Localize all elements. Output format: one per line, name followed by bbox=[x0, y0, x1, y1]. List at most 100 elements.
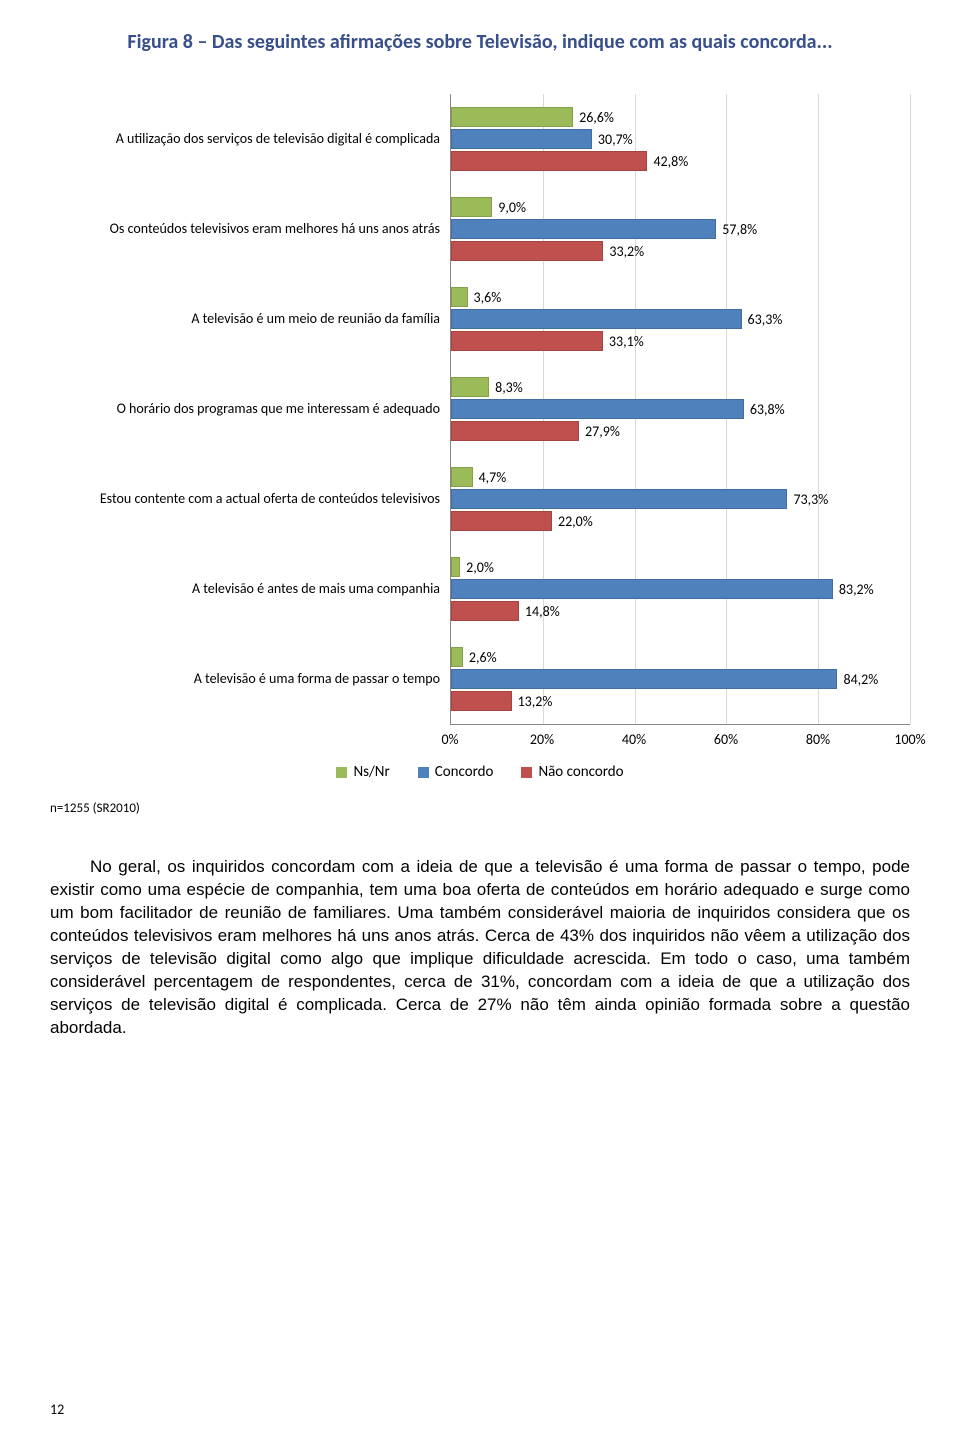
y-axis-labels: A utilização dos serviços de televisão d… bbox=[50, 94, 450, 725]
legend-item: Concordo bbox=[418, 763, 494, 781]
bar bbox=[451, 557, 460, 577]
chart-title: Figura 8 – Das seguintes afirmações sobr… bbox=[50, 30, 910, 54]
bar-row: 2,0% bbox=[451, 557, 910, 577]
bar-row: 27,9% bbox=[451, 421, 910, 441]
body-text: No geral, os inquiridos concordam com a … bbox=[50, 856, 910, 1040]
bar bbox=[451, 197, 492, 217]
legend-swatch bbox=[336, 767, 347, 778]
x-tick-label: 40% bbox=[622, 731, 646, 748]
legend-label: Não concordo bbox=[538, 763, 623, 781]
x-tick-label: 20% bbox=[530, 731, 554, 748]
legend-label: Ns/Nr bbox=[353, 763, 389, 781]
bar-value-label: 3,6% bbox=[474, 289, 502, 306]
bar-row: 42,8% bbox=[451, 151, 910, 171]
bar-row: 83,2% bbox=[451, 579, 910, 599]
bar-row: 26,6% bbox=[451, 107, 910, 127]
bar-group: 2,6% 84,2% 13,2% bbox=[451, 634, 910, 724]
bar-value-label: 2,0% bbox=[466, 559, 494, 576]
bar-row: 9,0% bbox=[451, 197, 910, 217]
category-label: A utilização dos serviços de televisão d… bbox=[50, 94, 450, 184]
legend-swatch bbox=[521, 767, 532, 778]
chart-footnote: n=1255 (SR2010) bbox=[50, 801, 910, 816]
bar-group: 26,6% 30,7% 42,8% bbox=[451, 94, 910, 184]
x-tick-label: 100% bbox=[894, 731, 925, 748]
bar-group: 4,7% 73,3% 22,0% bbox=[451, 454, 910, 544]
legend-label: Concordo bbox=[435, 763, 494, 781]
bar-row: 13,2% bbox=[451, 691, 910, 711]
bar-value-label: 42,8% bbox=[653, 153, 688, 170]
category-label: Estou contente com a actual oferta de co… bbox=[50, 454, 450, 544]
bar bbox=[451, 399, 744, 419]
bar bbox=[451, 579, 833, 599]
chart-legend: Ns/Nr Concordo Não concordo bbox=[50, 763, 910, 781]
bar-value-label: 22,0% bbox=[558, 513, 593, 530]
bar-value-label: 57,8% bbox=[722, 221, 757, 238]
chart-area: A utilização dos serviços de televisão d… bbox=[50, 94, 910, 781]
x-tick-label: 0% bbox=[441, 731, 458, 748]
bar bbox=[451, 287, 468, 307]
x-axis: 0%20%40%60%80%100% bbox=[450, 725, 910, 749]
bar-row: 63,8% bbox=[451, 399, 910, 419]
legend-swatch bbox=[418, 767, 429, 778]
category-label: Os conteúdos televisivos eram melhores h… bbox=[50, 184, 450, 274]
bar-row: 8,3% bbox=[451, 377, 910, 397]
bar bbox=[451, 129, 592, 149]
bar bbox=[451, 241, 603, 261]
legend-item: Não concordo bbox=[521, 763, 623, 781]
bar-value-label: 14,8% bbox=[525, 603, 560, 620]
bar-value-label: 83,2% bbox=[839, 581, 874, 598]
bar-group: 2,0% 83,2% 14,8% bbox=[451, 544, 910, 634]
bar-group: 3,6% 63,3% 33,1% bbox=[451, 274, 910, 364]
bar-value-label: 2,6% bbox=[469, 649, 497, 666]
bar-row: 3,6% bbox=[451, 287, 910, 307]
x-tick-label: 80% bbox=[806, 731, 830, 748]
bar-value-label: 13,2% bbox=[518, 693, 553, 710]
bar bbox=[451, 669, 837, 689]
bar-group: 9,0% 57,8% 33,2% bbox=[451, 184, 910, 274]
bar-value-label: 33,1% bbox=[609, 333, 644, 350]
bar bbox=[451, 421, 579, 441]
bar bbox=[451, 489, 787, 509]
category-label: A televisão é antes de mais uma companhi… bbox=[50, 544, 450, 634]
bar-value-label: 73,3% bbox=[793, 491, 828, 508]
bar-value-label: 33,2% bbox=[609, 243, 644, 260]
bar-value-label: 30,7% bbox=[598, 131, 633, 148]
category-label: O horário dos programas que me interessa… bbox=[50, 364, 450, 454]
x-tick-label: 60% bbox=[714, 731, 738, 748]
bar bbox=[451, 107, 573, 127]
bar bbox=[451, 511, 552, 531]
page-number: 12 bbox=[50, 1401, 64, 1418]
bar-row: 30,7% bbox=[451, 129, 910, 149]
bar-row: 33,1% bbox=[451, 331, 910, 351]
bar-value-label: 84,2% bbox=[843, 671, 878, 688]
bar bbox=[451, 151, 647, 171]
bar-row: 84,2% bbox=[451, 669, 910, 689]
bar bbox=[451, 219, 716, 239]
bar-row: 73,3% bbox=[451, 489, 910, 509]
bar-row: 63,3% bbox=[451, 309, 910, 329]
bar bbox=[451, 309, 742, 329]
bar bbox=[451, 331, 603, 351]
bar bbox=[451, 647, 463, 667]
bar-value-label: 63,3% bbox=[748, 311, 783, 328]
bar bbox=[451, 601, 519, 621]
chart-plot: A utilização dos serviços de televisão d… bbox=[50, 94, 910, 725]
bar-row: 33,2% bbox=[451, 241, 910, 261]
bar bbox=[451, 691, 512, 711]
bar-value-label: 4,7% bbox=[479, 469, 507, 486]
bar-row: 2,6% bbox=[451, 647, 910, 667]
bar-row: 14,8% bbox=[451, 601, 910, 621]
bar bbox=[451, 377, 489, 397]
bar-row: 57,8% bbox=[451, 219, 910, 239]
grid-line bbox=[910, 94, 911, 724]
bar-row: 4,7% bbox=[451, 467, 910, 487]
bar-group: 8,3% 63,8% 27,9% bbox=[451, 364, 910, 454]
bar-value-label: 26,6% bbox=[579, 109, 614, 126]
bar-row: 22,0% bbox=[451, 511, 910, 531]
bar-value-label: 63,8% bbox=[750, 401, 785, 418]
bar bbox=[451, 467, 473, 487]
category-label: A televisão é uma forma de passar o temp… bbox=[50, 634, 450, 724]
bar-value-label: 9,0% bbox=[498, 199, 526, 216]
bar-value-label: 8,3% bbox=[495, 379, 523, 396]
bar-value-label: 27,9% bbox=[585, 423, 620, 440]
